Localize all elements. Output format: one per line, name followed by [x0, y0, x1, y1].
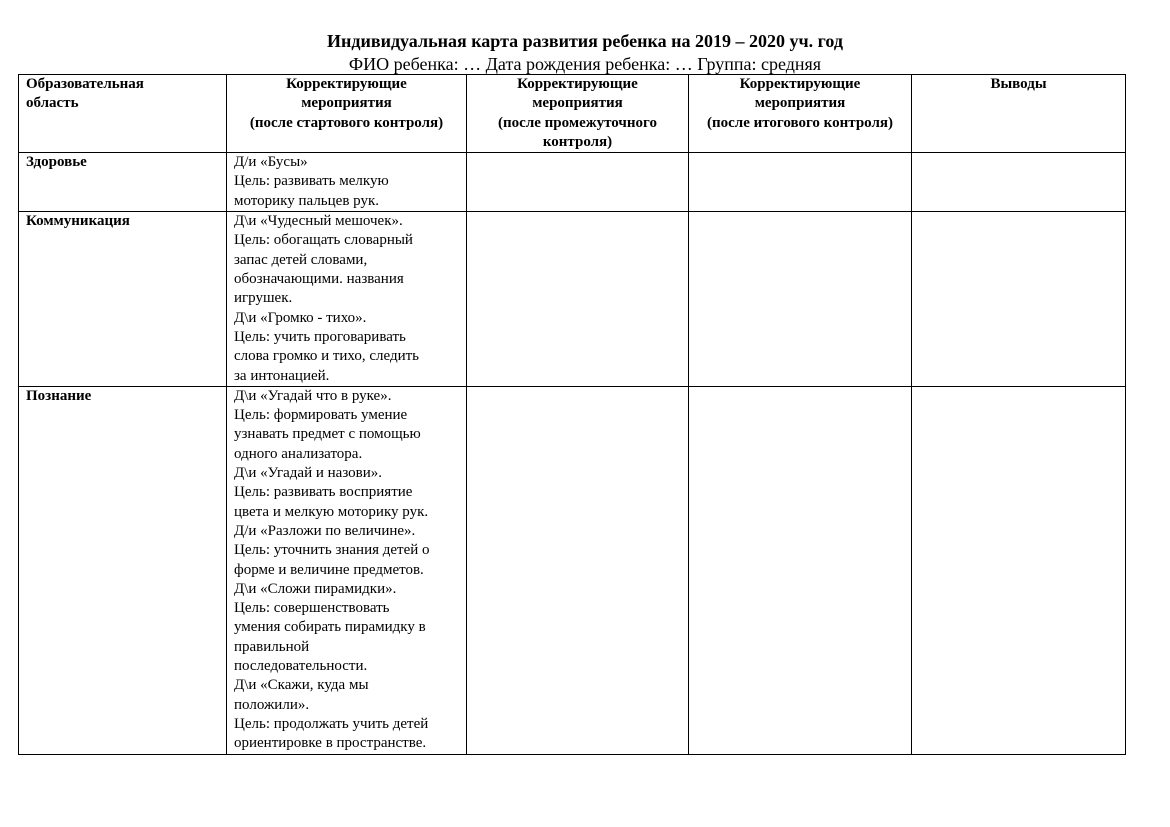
text-line: Корректирующие: [739, 76, 861, 92]
header-final-control: Корректирующие мероприятия (после итоговог…: [688, 73, 912, 154]
area-cell: Коммуникация: [18, 211, 227, 387]
middle-activities-cell: [466, 211, 689, 387]
table-row: Здоровье Д/и «Бусы» Цель: развивать мелку…: [18, 152, 1126, 213]
start-activities-cell: Д\и «Угадай что в руке». Цель: формироват…: [226, 385, 467, 755]
start-activities-cell: Д/и «Бусы» Цель: развивать мелкую моторику…: [226, 152, 467, 213]
text-line: положили».: [234, 696, 310, 713]
final-activities-cell: [688, 211, 912, 387]
text-line: ориентировке в пространстве.: [234, 735, 427, 752]
text-line: Цель: совершенствовать: [234, 600, 390, 617]
text-line: (после итогового контроля): [707, 114, 893, 131]
text-line: мероприятия: [754, 95, 846, 112]
text-line: умения собирать пирамидку в: [234, 619, 426, 636]
text-line: Корректирующие: [286, 76, 407, 92]
conclusions-cell: [911, 211, 1126, 387]
text-line: мероприятия: [532, 95, 623, 112]
text-line: Выводы: [990, 76, 1047, 92]
text-line: Цель: развивать восприятие: [234, 484, 413, 501]
document-subtitle: ФИО ребенка: … Дата рождения ребенка: … …: [348, 54, 822, 74]
text-line: форме и величине предметов.: [234, 561, 424, 578]
document-title: Индивидуальная карта развития ребенка на…: [327, 31, 843, 51]
text-line: мероприятия: [301, 95, 392, 112]
text-line: Д\и «Скажи, куда мы: [234, 677, 369, 694]
text-line: Образовательная: [26, 76, 144, 92]
table-row: Познание Д\и «Угадай что в руке». Цель: ф…: [18, 385, 1126, 755]
middle-activities-cell: [466, 152, 689, 213]
text-line: Д/и «Разложи по величине».: [234, 522, 416, 539]
text-line: за интонацией.: [234, 367, 330, 384]
middle-activities-cell: [466, 385, 689, 755]
text-line: правильной: [234, 638, 310, 655]
text-line: Д\и «Громко - тихо».: [234, 309, 367, 326]
text-line: Корректирующие: [517, 76, 638, 92]
text-line: запас детей словами,: [234, 251, 368, 268]
text-line: Д\и «Угадай и назови».: [234, 465, 383, 482]
header-middle-control: Корректирующие мероприятия (после промежут…: [466, 73, 689, 154]
table-row: Коммуникация Д\и «Чудесный мешочек». Цель…: [18, 211, 1126, 387]
header-conclusions: Выводы: [911, 73, 1126, 154]
text-line: Д\и «Сложи пирамидки».: [234, 580, 397, 597]
header-area: Образовательная область: [18, 73, 227, 154]
text-line: моторику пальцев рук.: [234, 192, 380, 209]
text-line: Цель: формировать умение: [234, 407, 408, 424]
text-line: цвета и мелкую моторику рук.: [234, 503, 429, 520]
text-line: Д\и «Угадай что в руке».: [234, 387, 392, 404]
conclusions-cell: [911, 385, 1126, 755]
area-cell: Здоровье: [18, 152, 227, 213]
text-line: слова громко и тихо, следить: [234, 348, 420, 365]
text-line: Д\и «Чудесный мешочек».: [234, 213, 403, 230]
start-activities-cell: Д\и «Чудесный мешочек». Цель: обогащать с…: [226, 211, 467, 387]
text-line: игрушек.: [234, 290, 293, 307]
text-line: Цель: продолжать учить детей: [234, 715, 429, 732]
text-line: область: [26, 95, 79, 112]
text-line: одного анализатора.: [234, 445, 363, 462]
text-line: Цель: развивать мелкую: [234, 173, 389, 190]
header-row: Образовательная область Корректирующие мер…: [18, 73, 1126, 154]
text-line: последовательности.: [234, 658, 368, 675]
text-line: (после стартового контроля): [249, 114, 444, 131]
text-line: узнавать предмет с помощью: [234, 426, 421, 443]
final-activities-cell: [688, 152, 912, 213]
text-line: (после промежуточного: [498, 114, 657, 131]
conclusions-cell: [911, 152, 1126, 213]
text-line: Цель: обогащать словарный: [234, 232, 413, 249]
text-line: обозначающими. названия: [234, 271, 404, 288]
text-line: Д/и «Бусы»: [234, 154, 308, 171]
development-map-table: Образовательная область Корректирующие мер…: [18, 73, 1126, 755]
final-activities-cell: [688, 385, 912, 755]
text-line: Цель: уточнить знания детей о: [234, 542, 430, 559]
text-line: контроля): [542, 133, 613, 150]
area-cell: Познание: [18, 385, 227, 755]
header-start-control: Корректирующие мероприятия (после стартово…: [226, 73, 467, 154]
text-line: Цель: учить проговаривать: [234, 328, 406, 345]
